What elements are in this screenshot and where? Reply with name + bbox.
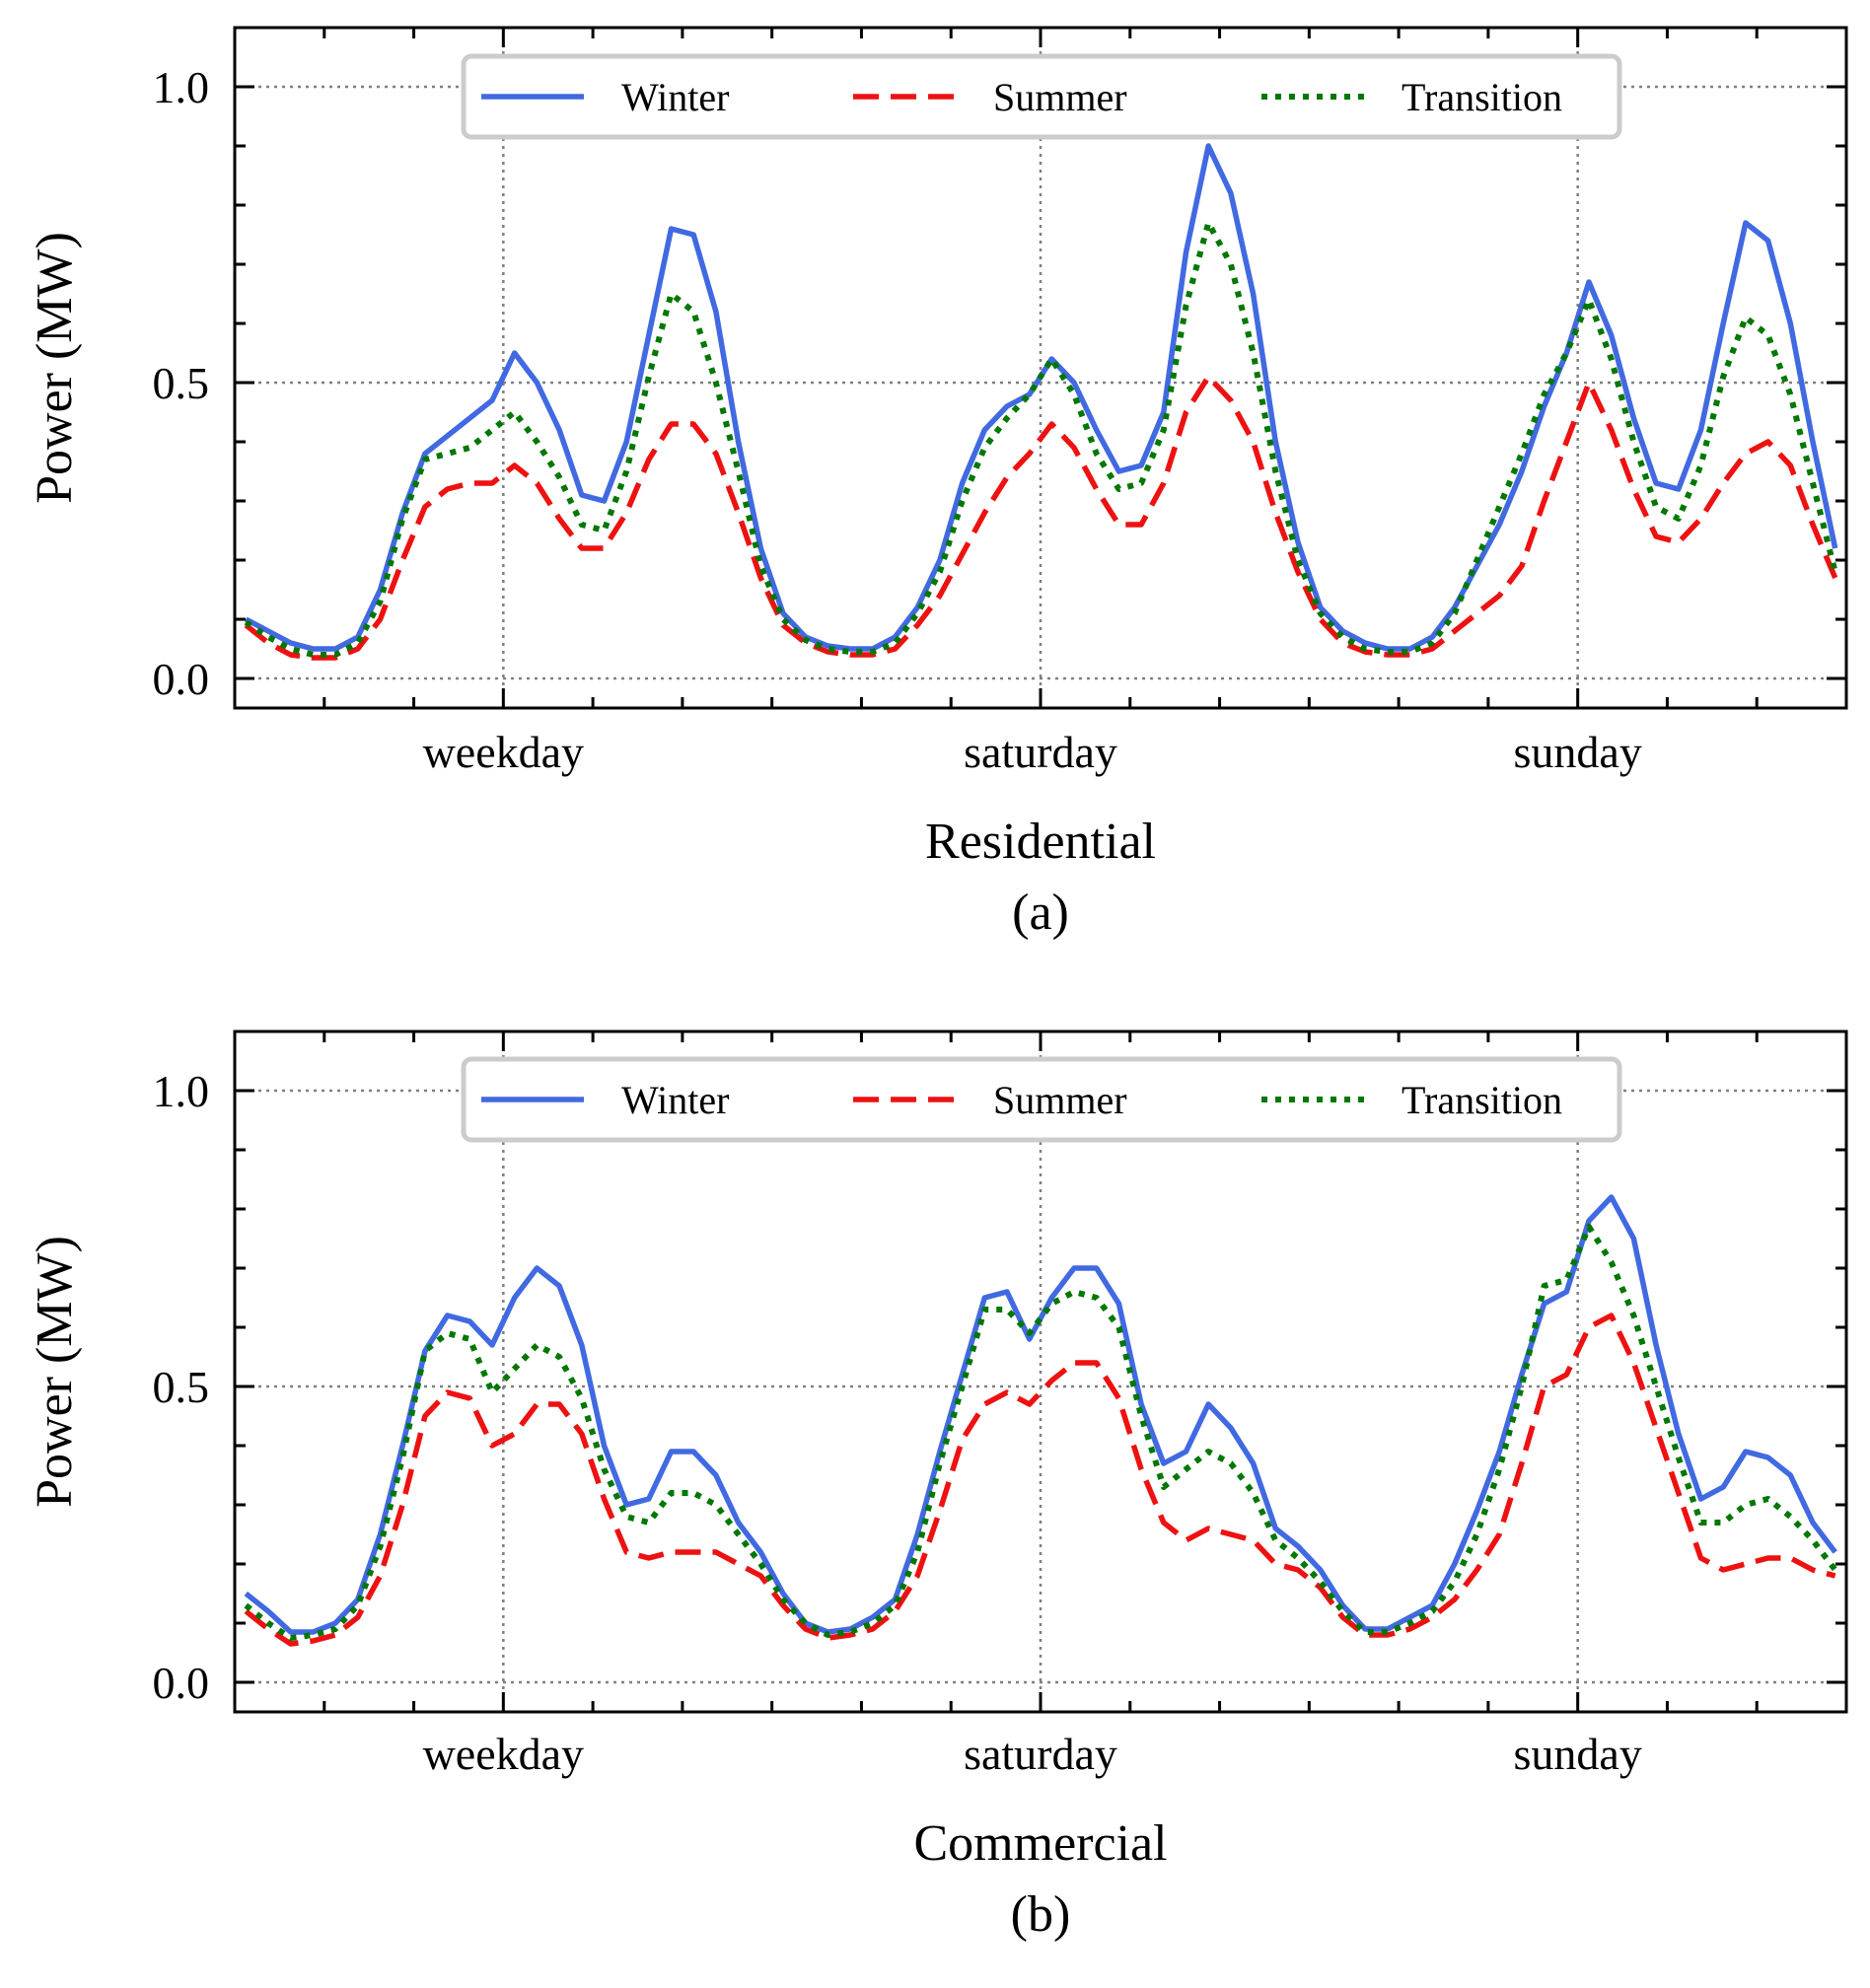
chart-commercial: 0.0 0.5 1.0 weekday saturday sunday Power (MW)… [27, 1030, 1848, 1943]
series-line-transition [244, 220, 1838, 658]
legend-label: Transition [1402, 75, 1562, 119]
legend-label: Transition [1402, 1078, 1562, 1122]
panel-caption: (b) [1011, 1886, 1071, 1943]
x-axis-label: Residential [925, 814, 1156, 870]
legend-box [461, 53, 1622, 140]
legend-label: Summer [993, 75, 1127, 119]
chart-residential: 0.0 0.5 1.0 weekday saturday sunday Power (MW)… [27, 26, 1848, 941]
y-tick-label: 0.5 [153, 1362, 210, 1412]
x-tick-label: sunday [1514, 727, 1642, 777]
y-axis-label: Power (MW) [27, 1236, 83, 1508]
series-line-winter [244, 1194, 1837, 1635]
x-tick-label: weekday [423, 1729, 584, 1779]
legend-label: Summer [993, 1078, 1127, 1122]
y-axis-label: Power (MW) [27, 232, 83, 504]
series-line-summer [244, 1313, 1836, 1647]
y-tick-label: 1.0 [153, 1066, 210, 1116]
series-line-summer [244, 374, 1838, 661]
x-axis-label: Commercial [913, 1815, 1167, 1872]
y-tick-label: 0.0 [153, 654, 210, 704]
x-tick-label: sunday [1514, 1729, 1642, 1779]
panel-caption: (a) [1012, 885, 1069, 941]
x-tick-label: saturday [964, 1729, 1117, 1779]
y-tick-label: 0.0 [153, 1658, 210, 1708]
y-tick-label: 1.0 [153, 62, 210, 112]
x-tick-label: saturday [964, 727, 1117, 777]
legend-box [461, 1056, 1622, 1143]
y-tick-label: 0.5 [153, 358, 210, 408]
x-tick-label: weekday [423, 727, 584, 777]
legend-label: Winter [621, 75, 729, 119]
legend-label: Winter [621, 1078, 729, 1122]
